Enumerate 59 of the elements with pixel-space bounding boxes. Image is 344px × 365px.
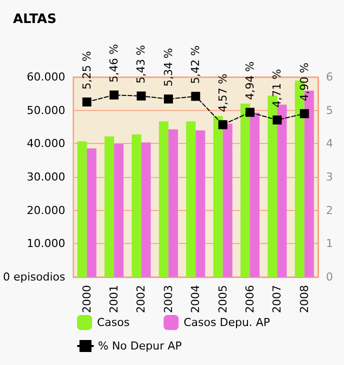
x-tick-label: 2007 xyxy=(270,285,284,313)
y2-tick-label: 4 xyxy=(326,137,333,150)
point xyxy=(218,120,228,130)
y-tick-label: 30.000 xyxy=(26,170,66,184)
point xyxy=(136,92,146,100)
x-tick-label: 2005 xyxy=(216,285,230,313)
x-tick-label: 2000 xyxy=(80,285,94,313)
legend-label: Casos Depu. AP xyxy=(184,316,270,329)
data-label: 4,71 % xyxy=(270,69,284,108)
data-label: 4,57 % xyxy=(216,74,230,112)
bar xyxy=(168,129,178,277)
y2-tick-label: 1 xyxy=(326,237,333,250)
point xyxy=(300,109,309,118)
data-label: 5,42 % xyxy=(189,45,202,84)
y2-tick-label: 2 xyxy=(326,204,333,217)
bar xyxy=(250,112,260,277)
y-tick-label: 10.000 xyxy=(26,237,66,250)
data-label: 5,25 % xyxy=(80,51,94,90)
point xyxy=(246,108,255,117)
y-tick-label: 40.000 xyxy=(26,137,66,150)
data-label: 4,94 % xyxy=(244,61,257,100)
bar xyxy=(186,121,196,277)
y2-tick-label: 3 xyxy=(326,170,333,184)
bar xyxy=(141,142,151,277)
data-label: 4,90 % xyxy=(298,62,311,102)
bar xyxy=(240,104,250,277)
x-tick-label: 2008 xyxy=(298,285,311,313)
bar xyxy=(77,141,87,277)
x-tick-label: 2002 xyxy=(134,285,148,313)
point xyxy=(191,92,200,101)
y-tick-label: 0 episodios xyxy=(2,270,66,284)
data-label: 5,46 % xyxy=(108,44,121,82)
legend-label: Casos xyxy=(97,316,130,329)
bar xyxy=(104,136,114,277)
bar xyxy=(213,116,223,277)
bar xyxy=(158,121,168,277)
y-tick-label: 20.000 xyxy=(26,204,66,217)
x-tick-label: 2004 xyxy=(189,285,202,313)
y-tick-label: 60.000 xyxy=(26,70,66,84)
y2-tick-label: 0 xyxy=(326,270,333,284)
x-tick-label: 2003 xyxy=(162,285,175,313)
point xyxy=(110,90,119,100)
y-tick-label: 50.000 xyxy=(26,104,66,117)
point xyxy=(164,94,173,104)
bar xyxy=(132,134,142,277)
y2-tick-label: 5 xyxy=(326,104,333,117)
x-tick-label: 2001 xyxy=(108,285,121,313)
legend-label: % No Depur AP xyxy=(98,340,182,352)
chart-title: ALTAS xyxy=(13,12,56,27)
point xyxy=(82,98,92,106)
bar xyxy=(86,148,96,277)
point xyxy=(272,116,282,124)
y2-tick-label: 6 xyxy=(326,70,333,84)
data-label: 5,43 % xyxy=(134,45,148,84)
x-tick-label: 2006 xyxy=(244,285,257,313)
bar xyxy=(222,124,232,277)
bar xyxy=(114,144,124,277)
data-label: 5,34 % xyxy=(162,48,175,86)
bar xyxy=(196,130,206,277)
